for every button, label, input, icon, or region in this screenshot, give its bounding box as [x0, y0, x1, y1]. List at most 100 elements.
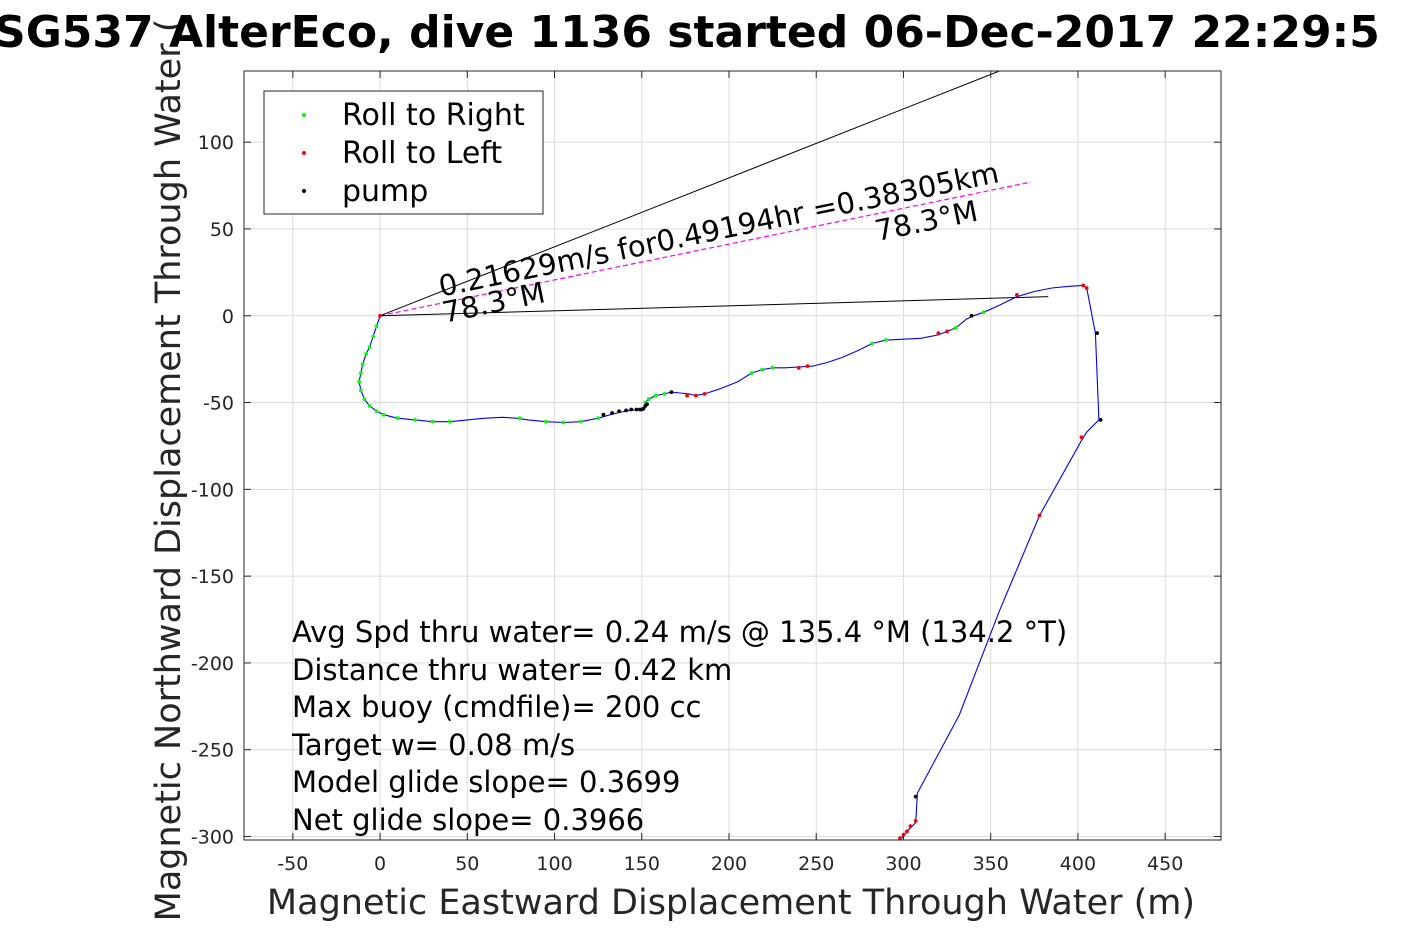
reference-lines: [379, 71, 1049, 317]
y-tick-label: 50: [210, 219, 234, 241]
point-roll-to-left: [1079, 435, 1084, 440]
point-roll-to-left: [908, 824, 913, 829]
point-roll-to-right: [374, 409, 379, 414]
point-roll-to-right: [381, 412, 386, 417]
point-roll-to-left: [685, 393, 690, 398]
point-pump: [617, 409, 621, 414]
x-tick-label: 150: [624, 853, 660, 875]
legend-marker-roll-left: [302, 151, 306, 155]
y-tick-label: -150: [191, 566, 234, 588]
y-tick-label: -50: [203, 393, 234, 415]
point-roll-to-right: [358, 371, 363, 375]
legend: Roll to Right Roll to Left pump: [263, 90, 544, 215]
stat-target-w: Target w= 0.08 m/s: [291, 728, 575, 762]
point-roll-to-left: [898, 836, 902, 840]
point-roll-to-right: [371, 334, 376, 339]
legend-marker-pump: [302, 189, 306, 193]
legend-marker-roll-right: [302, 113, 306, 117]
reference-line: [379, 181, 1031, 317]
point-roll-to-left: [945, 329, 949, 334]
reference-line: [379, 71, 1000, 317]
point-roll-to-right: [360, 362, 365, 367]
stat-distance: Distance thru water= 0.42 km: [292, 653, 732, 687]
y-tick-label: -100: [191, 479, 234, 501]
point-roll-to-right: [653, 393, 658, 398]
legend-box: [263, 90, 544, 215]
point-roll-to-right: [543, 419, 548, 424]
legend-label-roll-right: Roll to Right: [342, 98, 525, 133]
point-pump: [1095, 331, 1100, 336]
point-roll-to-right: [357, 379, 362, 384]
point-roll-to-left: [693, 393, 698, 398]
point-pump: [624, 408, 628, 413]
legend-label-roll-left: Roll to Left: [342, 136, 502, 171]
point-roll-to-left: [378, 313, 382, 318]
stat-avg-speed: Avg Spd thru water= 0.24 m/s @ 135.4 °M …: [292, 615, 1067, 649]
point-roll-to-right: [578, 419, 583, 424]
point-roll-to-right: [884, 338, 888, 342]
point-roll-to-left: [905, 829, 909, 834]
x-tick-label: 300: [885, 853, 921, 875]
x-tick-label: 100: [536, 853, 572, 875]
y-tick-label: -250: [191, 740, 234, 762]
point-roll-to-left: [702, 391, 707, 396]
point-roll-to-right: [561, 420, 566, 425]
stat-model-glide: Model glide slope= 0.3699: [292, 765, 680, 799]
point-pump: [913, 794, 918, 799]
point-roll-to-left: [796, 365, 801, 370]
point-roll-to-right: [953, 326, 958, 330]
point-roll-to-right: [430, 419, 435, 424]
point-roll-to-right: [749, 371, 754, 375]
plot-frame: [243, 70, 1222, 841]
point-roll-to-right: [760, 367, 765, 372]
point-roll-to-right: [517, 416, 522, 421]
stat-net-glide: Net glide slope= 0.3966: [292, 803, 644, 837]
point-roll-to-left: [1084, 286, 1089, 290]
point-pump: [645, 402, 649, 407]
point-roll-to-right: [413, 418, 417, 422]
x-tick-label: 350: [973, 853, 1009, 875]
data-points: [357, 283, 1103, 840]
y-tick-label: 100: [198, 132, 234, 154]
point-roll-to-right: [870, 341, 874, 346]
x-tick-label: -50: [277, 853, 308, 875]
point-pump: [669, 390, 674, 395]
track-line: [358, 284, 1100, 839]
legend-label-pump: pump: [342, 174, 428, 209]
point-pump: [1098, 418, 1103, 422]
x-tick-label: 400: [1060, 853, 1096, 875]
point-roll-to-left: [1014, 293, 1019, 297]
point-roll-to-right: [367, 345, 372, 349]
point-roll-to-right: [364, 352, 369, 356]
reference-line: [380, 296, 1049, 317]
point-roll-to-right: [358, 388, 363, 393]
x-tick-label: 50: [455, 853, 479, 875]
chart-title: SG537 AlterEco, dive 1136 started 06-Dec…: [0, 7, 1380, 58]
point-roll-to-right: [981, 310, 986, 315]
stat-max-buoy: Max buoy (cmdfile)= 200 cc: [292, 690, 701, 724]
point-roll-to-right: [447, 419, 452, 424]
x-axis-label: Magnetic Eastward Displacement Through W…: [267, 883, 1195, 923]
point-roll-to-left: [1037, 513, 1042, 518]
stats-block: Avg Spd thru water= 0.24 m/s @ 135.4 °M …: [291, 615, 1067, 837]
point-roll-to-right: [770, 365, 775, 370]
point-roll-to-right: [374, 324, 379, 329]
point-roll-to-left: [913, 819, 918, 823]
y-tick-label: -200: [191, 653, 234, 675]
point-pump: [969, 313, 974, 318]
point-roll-to-left: [1081, 283, 1086, 288]
point-roll-to-right: [646, 397, 651, 401]
point-pump: [601, 412, 606, 417]
x-tick-label: 250: [798, 853, 834, 875]
point-roll-to-right: [367, 404, 372, 408]
y-axis-label: Magnetic Northward Displacement Through …: [149, 19, 189, 922]
x-tick-label: 0: [374, 853, 386, 875]
tick-labels: -50 0 50 100 150 200 250 300 350 400 450 100 50 0 -50 -…: [191, 71, 1221, 875]
point-roll-to-right: [662, 391, 667, 396]
point-roll-to-right: [596, 416, 601, 421]
dive-track: [358, 284, 1100, 839]
x-tick-label: 200: [711, 853, 747, 875]
x-tick-label: 450: [1147, 853, 1183, 875]
y-tick-label: -300: [191, 827, 234, 849]
